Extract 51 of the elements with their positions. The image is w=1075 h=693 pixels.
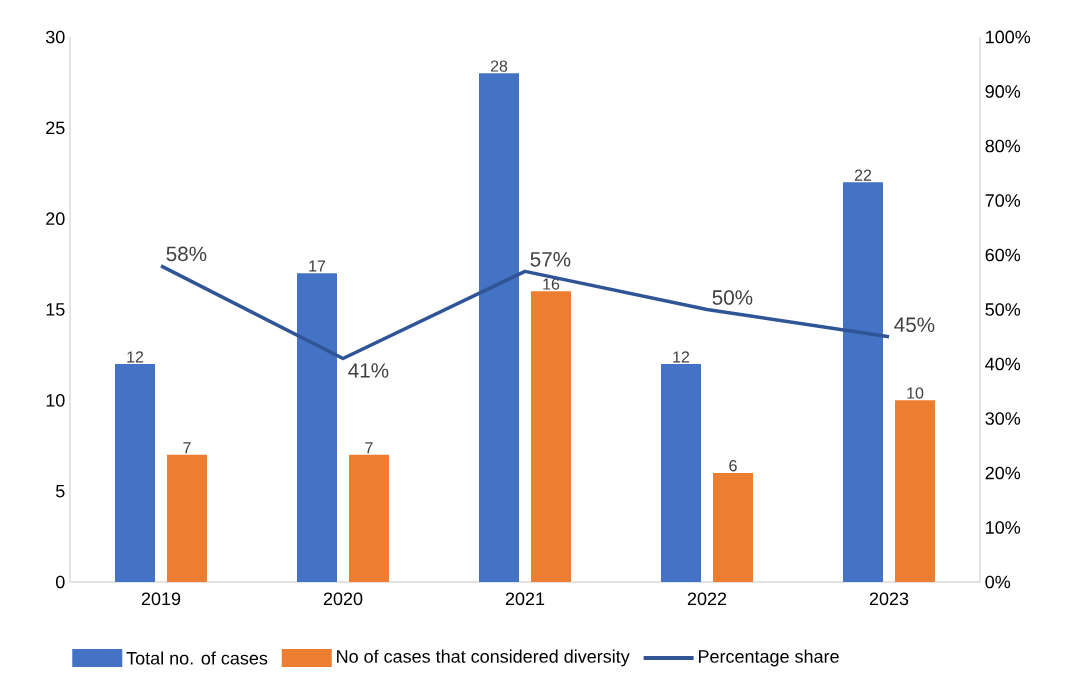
y2-tick-label: 60% bbox=[985, 248, 1021, 262]
y2-tick-label: 100% bbox=[986, 30, 1031, 44]
x-tick-label: 2023 bbox=[869, 592, 909, 606]
y-tick-label: 5 bbox=[55, 484, 65, 498]
data-label: 7 bbox=[183, 442, 191, 454]
x-tick-label: 2021 bbox=[505, 592, 545, 606]
data-label: 58% bbox=[166, 246, 207, 262]
bar bbox=[349, 454, 389, 582]
data-label: 10 bbox=[907, 387, 924, 399]
y-tick-label: 20 bbox=[46, 212, 65, 226]
x-tick-label: 2020 bbox=[323, 592, 363, 606]
data-label: 7 bbox=[365, 442, 373, 454]
legend-label: No of cases that considered diversity bbox=[337, 649, 630, 667]
y-tick-label: 0 bbox=[55, 575, 65, 589]
data-label: 22 bbox=[854, 169, 872, 181]
bar bbox=[661, 364, 701, 582]
y2-tick-label: 30% bbox=[985, 412, 1021, 425]
y-tick-label: 30 bbox=[45, 30, 65, 44]
y2-tick-label: 0% bbox=[985, 575, 1011, 589]
x-tick-label: 2019 bbox=[141, 592, 181, 606]
y2-tick-label: 40% bbox=[985, 357, 1021, 371]
data-label: 45% bbox=[894, 317, 935, 333]
data-label: 50% bbox=[712, 290, 753, 305]
data-label: 12 bbox=[127, 351, 144, 363]
y2-tick-label: 10% bbox=[986, 521, 1021, 534]
bar bbox=[895, 400, 935, 582]
y2-tick-label: 20% bbox=[985, 466, 1021, 480]
bar bbox=[843, 182, 883, 582]
bar bbox=[479, 73, 519, 582]
data-label: 12 bbox=[673, 351, 690, 363]
y2-tick-label: 80% bbox=[985, 139, 1021, 153]
bar bbox=[531, 291, 571, 582]
legend-label: Percentage share bbox=[698, 649, 839, 667]
data-label: 57% bbox=[530, 252, 571, 267]
bar bbox=[713, 473, 753, 582]
y-tick-label: 25 bbox=[46, 121, 65, 135]
bar bbox=[167, 454, 207, 582]
y2-tick-label: 90% bbox=[985, 85, 1021, 98]
data-label: 17 bbox=[309, 260, 326, 272]
legend-label: Total no. of cases bbox=[126, 651, 268, 665]
data-label: 6 bbox=[729, 460, 737, 472]
y2-tick-label: 50% bbox=[985, 303, 1021, 316]
bar bbox=[297, 273, 337, 582]
y-tick-label: 10 bbox=[46, 393, 65, 407]
y2-tick-label: 70% bbox=[985, 194, 1021, 207]
data-label: 28 bbox=[490, 60, 508, 72]
y-tick-label: 15 bbox=[46, 303, 65, 316]
data-label: 16 bbox=[543, 278, 560, 290]
data-label: 41% bbox=[348, 363, 389, 378]
x-tick-label: 2022 bbox=[687, 592, 727, 606]
bar bbox=[115, 364, 155, 582]
